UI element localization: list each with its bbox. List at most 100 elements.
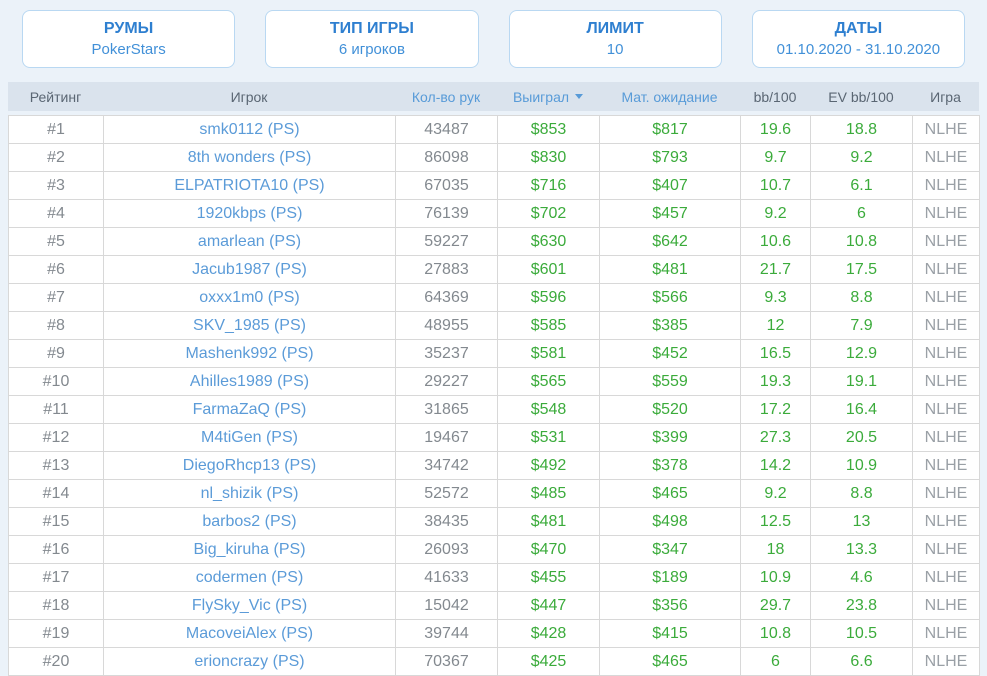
player-link[interactable]: amarlean (PS) (104, 228, 396, 256)
expectation-cell: $407 (600, 172, 741, 200)
hands-cell: 41633 (396, 564, 498, 592)
column-header-bb100[interactable]: bb/100 (753, 88, 797, 105)
filter-gametype-value: 6 игроков (338, 41, 405, 59)
rank-cell: #19 (9, 620, 104, 648)
filter-dates-value: 01.10.2020 - 31.10.2020 (776, 41, 941, 59)
filter-rooms-label: РУМЫ (103, 20, 154, 38)
expectation-cell: $452 (600, 340, 741, 368)
won-cell: $630 (498, 228, 600, 256)
game-cell: NLHE (913, 256, 980, 284)
game-cell: NLHE (913, 172, 980, 200)
filter-gametype-box[interactable]: ТИП ИГРЫ 6 игроков (265, 10, 479, 68)
player-link[interactable]: oxxx1m0 (PS) (104, 284, 396, 312)
won-cell: $581 (498, 340, 600, 368)
expectation-cell: $399 (600, 424, 741, 452)
expectation-cell: $817 (600, 116, 741, 144)
game-cell: NLHE (913, 200, 980, 228)
player-link[interactable]: M4tiGen (PS) (104, 424, 396, 452)
rank-cell: #14 (9, 480, 104, 508)
game-cell: NLHE (913, 284, 980, 312)
rank-cell: #9 (9, 340, 104, 368)
ev-bb100-cell: 8.8 (811, 284, 913, 312)
rank-cell: #6 (9, 256, 104, 284)
filter-limit-label: ЛИМИТ (586, 20, 644, 38)
player-link[interactable]: DiegoRhcp13 (PS) (104, 452, 396, 480)
bb100-cell: 9.7 (741, 144, 811, 172)
ev-bb100-cell: 16.4 (811, 396, 913, 424)
player-link[interactable]: MacoveiAlex (PS) (104, 620, 396, 648)
expectation-cell: $356 (600, 592, 741, 620)
player-link[interactable]: barbos2 (PS) (104, 508, 396, 536)
bb100-cell: 21.7 (741, 256, 811, 284)
player-link[interactable]: Jacub1987 (PS) (104, 256, 396, 284)
hands-cell: 34742 (396, 452, 498, 480)
rank-cell: #15 (9, 508, 104, 536)
won-cell: $853 (498, 116, 600, 144)
bb100-cell: 10.6 (741, 228, 811, 256)
won-cell: $447 (498, 592, 600, 620)
expectation-cell: $385 (600, 312, 741, 340)
column-header-rating[interactable]: Рейтинг (29, 88, 82, 105)
bb100-cell: 10.9 (741, 564, 811, 592)
column-header-won[interactable]: Выиграл (497, 82, 599, 111)
ev-bb100-cell: 10.5 (811, 620, 913, 648)
game-cell: NLHE (913, 144, 980, 172)
hands-cell: 38435 (396, 508, 498, 536)
player-link[interactable]: codermen (PS) (104, 564, 396, 592)
game-cell: NLHE (913, 228, 980, 256)
expectation-cell: $481 (600, 256, 741, 284)
column-header-evbb100[interactable]: EV bb/100 (828, 88, 894, 105)
ev-bb100-cell: 8.8 (811, 480, 913, 508)
player-link[interactable]: SKV_1985 (PS) (104, 312, 396, 340)
player-link[interactable]: Ahilles1989 (PS) (104, 368, 396, 396)
player-link[interactable]: nl_shizik (PS) (104, 480, 396, 508)
won-cell: $492 (498, 452, 600, 480)
player-link[interactable]: ELPATRIOTA10 (PS) (104, 172, 396, 200)
rank-cell: #20 (9, 648, 104, 676)
player-link[interactable]: 1920kbps (PS) (104, 200, 396, 228)
ev-bb100-cell: 18.8 (811, 116, 913, 144)
column-header-game[interactable]: Игра (930, 88, 961, 105)
rank-cell: #10 (9, 368, 104, 396)
filter-limit-value: 10 (606, 41, 624, 59)
won-cell: $716 (498, 172, 600, 200)
rank-cell: #13 (9, 452, 104, 480)
game-cell: NLHE (913, 648, 980, 676)
ev-bb100-cell: 6.6 (811, 648, 913, 676)
filter-dates-box[interactable]: ДАТЫ 01.10.2020 - 31.10.2020 (751, 10, 965, 68)
ev-bb100-cell: 10.9 (811, 452, 913, 480)
won-cell: $531 (498, 424, 600, 452)
table-body: #1 smk0112 (PS) 43487 $853 $817 19.6 18.8 NLHE #… (8, 115, 980, 676)
filter-limit-box[interactable]: ЛИМИТ 10 (508, 10, 722, 68)
hands-cell: 29227 (396, 368, 498, 396)
player-link[interactable]: 8th wonders (PS) (104, 144, 396, 172)
filter-dates-label: ДАТЫ (834, 20, 883, 38)
rank-cell: #7 (9, 284, 104, 312)
player-link[interactable]: FlySky_Vic (PS) (104, 592, 396, 620)
filter-rooms-box[interactable]: РУМЫ PokerStars (22, 10, 236, 68)
rank-cell: #3 (9, 172, 104, 200)
bb100-cell: 12 (741, 312, 811, 340)
rank-cell: #11 (9, 396, 104, 424)
column-header-player[interactable]: Игрок (230, 88, 268, 105)
player-link[interactable]: erioncrazy (PS) (104, 648, 396, 676)
bb100-cell: 19.6 (741, 116, 811, 144)
column-header-expectation[interactable]: Мат. ожидание (621, 88, 718, 105)
ev-bb100-cell: 4.6 (811, 564, 913, 592)
hands-cell: 64369 (396, 284, 498, 312)
expectation-cell: $378 (600, 452, 741, 480)
expectation-cell: $415 (600, 620, 741, 648)
hands-cell: 15042 (396, 592, 498, 620)
column-header-won-label: Выиграл (512, 88, 570, 105)
ev-bb100-cell: 9.2 (811, 144, 913, 172)
hands-cell: 67035 (396, 172, 498, 200)
column-header-hands[interactable]: Кол-во рук (411, 88, 481, 105)
bb100-cell: 29.7 (741, 592, 811, 620)
game-cell: NLHE (913, 592, 980, 620)
game-cell: NLHE (913, 620, 980, 648)
bb100-cell: 18 (741, 536, 811, 564)
player-link[interactable]: Big_kiruha (PS) (104, 536, 396, 564)
player-link[interactable]: smk0112 (PS) (104, 116, 396, 144)
player-link[interactable]: Mashenk992 (PS) (104, 340, 396, 368)
player-link[interactable]: FarmaZaQ (PS) (104, 396, 396, 424)
